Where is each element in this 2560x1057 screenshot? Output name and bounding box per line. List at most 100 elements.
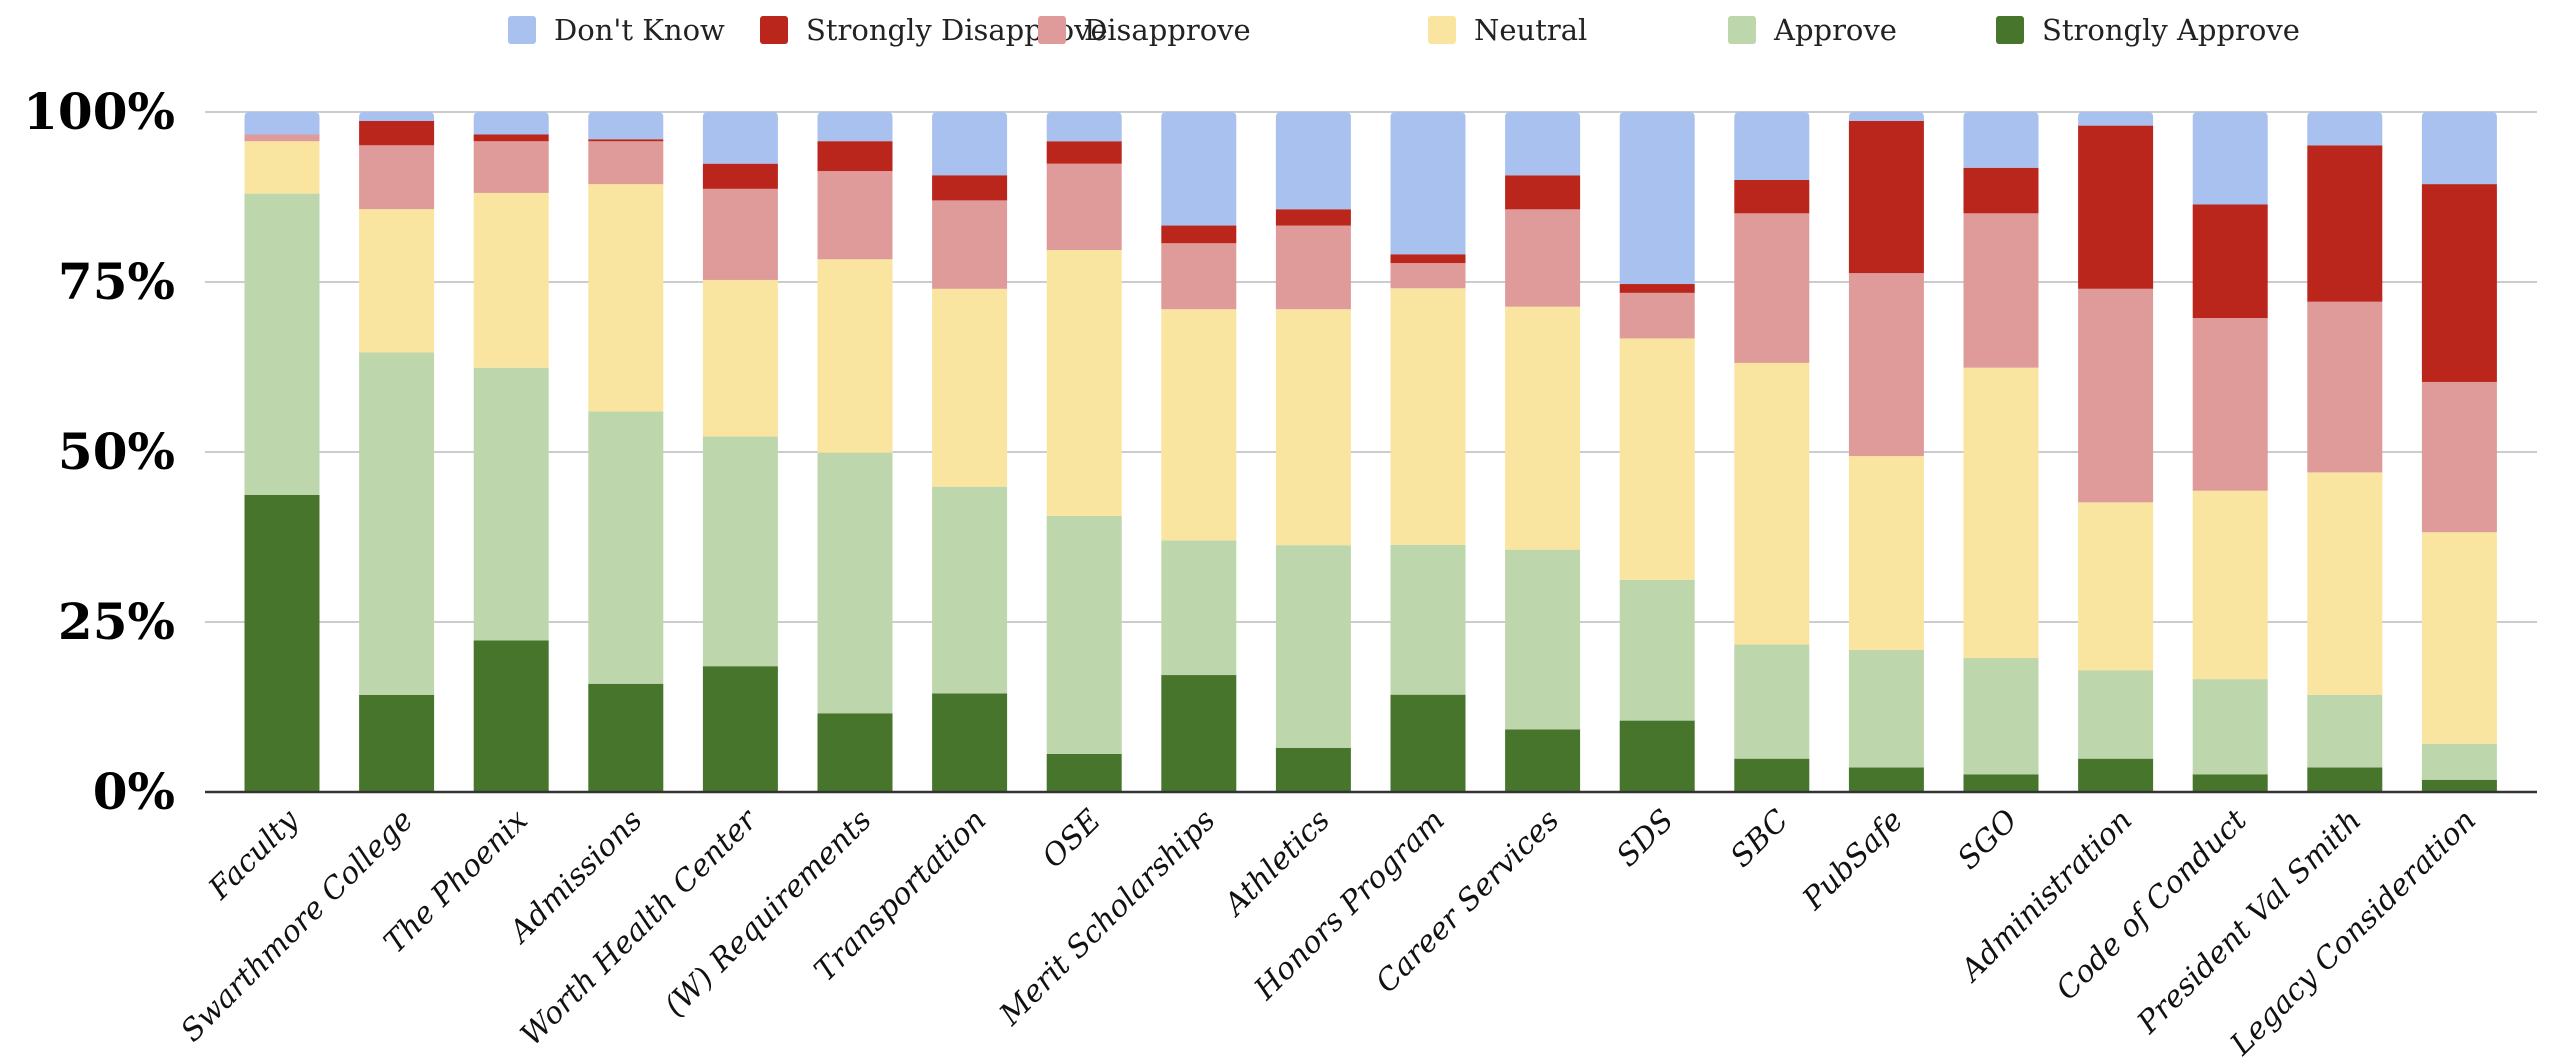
bar-segment-strongly-disapprove <box>1505 175 1581 210</box>
bar-segment-neutral <box>932 288 1008 487</box>
bar-stack-sds <box>1619 112 1695 792</box>
bar-segment-strongly-disapprove <box>1848 120 1924 274</box>
bar-segment-approve <box>1046 515 1122 754</box>
legend-item-disapprove[interactable]: Disapprove <box>1038 13 1251 47</box>
x-tick-label: (W) Requirements <box>658 803 879 1024</box>
y-tick-label: 0% <box>93 762 175 821</box>
bar-stack-w-requirements <box>817 112 893 792</box>
legend-label: Neutral <box>1474 13 1587 47</box>
legend-swatch <box>1038 16 1066 44</box>
bar-segment-strongly-disapprove <box>2078 125 2154 289</box>
bar-segment-approve <box>1161 540 1237 676</box>
bar-stack-legacy-consideration <box>2421 112 2497 792</box>
x-tick-label: SDS <box>1610 803 1681 874</box>
bar-segment-disapprove <box>2421 381 2497 533</box>
bar-segment-strongly-approve <box>588 683 664 792</box>
bar-segment-disapprove <box>932 200 1008 289</box>
bar-segment-neutral <box>473 192 549 368</box>
bar-segment-neutral <box>244 141 320 194</box>
bars <box>244 112 2497 792</box>
bar-segment-don-t-know <box>244 112 320 135</box>
bar-segment-strongly-disapprove <box>2307 145 2383 302</box>
bar-segment-don-t-know <box>1734 112 1810 180</box>
y-tick-label: 75% <box>58 252 175 311</box>
bar-segment-don-t-know <box>1848 112 1924 121</box>
bar-stack-sbc <box>1734 112 1810 792</box>
x-tick-label: SBC <box>1724 803 1796 875</box>
bar-segment-approve <box>1505 549 1581 730</box>
bar-segment-strongly-approve <box>1275 747 1351 792</box>
legend-swatch <box>1728 16 1756 44</box>
bar-segment-strongly-disapprove <box>1046 141 1122 164</box>
legend-label: Don't Know <box>554 13 725 47</box>
bar-segment-disapprove <box>702 188 778 280</box>
bar-segment-strongly-approve <box>1963 774 2039 792</box>
bar-segment-don-t-know <box>1963 112 2039 168</box>
bar-segment-disapprove <box>817 171 893 260</box>
bar-segment-approve <box>2192 679 2268 775</box>
x-tick-label: Code of Conduct <box>2050 802 2255 1007</box>
bar-stack-admissions <box>588 112 664 792</box>
legend-swatch <box>1428 16 1456 44</box>
bar-segment-neutral <box>1619 338 1695 580</box>
bar-segment-neutral <box>702 279 778 437</box>
legend-item-approve[interactable]: Approve <box>1728 13 1897 47</box>
bar-stack-sgo <box>1963 112 2039 792</box>
legend-swatch <box>760 16 788 44</box>
bar-segment-don-t-know <box>1046 112 1122 142</box>
bar-segment-approve <box>244 193 320 495</box>
bar-segment-don-t-know <box>1161 112 1237 226</box>
bar-stack-worth-health-center <box>702 112 778 792</box>
bar-segment-neutral <box>1848 456 1924 650</box>
bar-segment-don-t-know <box>1619 112 1695 285</box>
bar-segment-neutral <box>359 209 435 353</box>
bar-segment-don-t-know <box>817 112 893 142</box>
bar-segment-disapprove <box>2307 301 2383 473</box>
bar-segment-approve <box>932 486 1008 694</box>
bar-segment-don-t-know <box>932 112 1008 176</box>
bar-segment-don-t-know <box>588 112 664 140</box>
legend-label: Approve <box>1773 13 1897 47</box>
legend-swatch <box>1996 16 2024 44</box>
x-tick-label: Honors Program <box>1247 803 1452 1008</box>
legend-item-don-t-know[interactable]: Don't Know <box>508 13 725 47</box>
bar-segment-strongly-disapprove <box>932 175 1008 201</box>
bar-segment-strongly-approve <box>1619 720 1695 792</box>
bar-segment-disapprove <box>2192 318 2268 491</box>
bar-segment-strongly-approve <box>2421 779 2497 792</box>
bar-segment-strongly-disapprove <box>2192 204 2268 319</box>
y-tick-label: 50% <box>58 422 175 481</box>
bar-segment-strongly-approve <box>2078 758 2154 792</box>
bar-segment-strongly-disapprove <box>359 120 435 146</box>
bar-segment-strongly-disapprove <box>473 134 549 142</box>
bar-segment-approve <box>1275 545 1351 748</box>
bar-segment-strongly-approve <box>702 666 778 792</box>
bar-segment-disapprove <box>1161 243 1237 310</box>
legend-swatch <box>508 16 536 44</box>
bar-segment-strongly-approve <box>2307 767 2383 792</box>
legend-item-neutral[interactable]: Neutral <box>1428 13 1587 47</box>
bar-segment-disapprove <box>1390 263 1466 289</box>
legend-label: Strongly Approve <box>2042 13 2300 47</box>
bar-segment-strongly-disapprove <box>1275 209 1351 226</box>
bar-stack-athletics <box>1275 112 1351 792</box>
legend-label: Disapprove <box>1084 13 1251 47</box>
bar-segment-approve <box>359 352 435 695</box>
bar-segment-approve <box>2421 743 2497 780</box>
x-tick-label: Worth Health Center <box>514 802 765 1053</box>
y-tick-label: 25% <box>58 592 175 651</box>
bar-segment-strongly-approve <box>817 713 893 792</box>
legend-item-strongly-approve[interactable]: Strongly Approve <box>1996 13 2300 47</box>
bar-segment-don-t-know <box>2307 112 2383 146</box>
bar-segment-strongly-disapprove <box>1390 254 1466 264</box>
bar-segment-don-t-know <box>702 112 778 164</box>
bar-segment-disapprove <box>473 141 549 193</box>
bar-segment-strongly-disapprove <box>1619 284 1695 293</box>
bar-stack-administration <box>2078 112 2154 792</box>
bar-segment-disapprove <box>359 145 435 210</box>
bar-segment-don-t-know <box>2078 112 2154 126</box>
x-tick-label: President Val Smith <box>2130 803 2368 1041</box>
x-tick-label: SGO <box>1951 803 2025 877</box>
bar-segment-strongly-approve <box>1848 767 1924 792</box>
